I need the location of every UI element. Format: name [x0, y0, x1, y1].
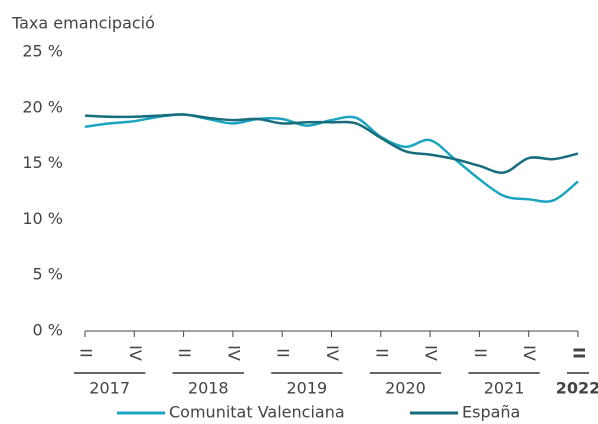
x-tick-label: II — [175, 348, 194, 357]
x-tick-label: IV — [520, 345, 539, 361]
year-label: 2020 — [385, 379, 426, 398]
x-tick-label: II — [570, 347, 589, 359]
x-tick-label: IV — [126, 345, 145, 361]
y-tick-label: 5 % — [33, 265, 63, 284]
series-line — [84, 113, 579, 174]
y-tick-label: 0 % — [33, 321, 63, 340]
year-label: 2022 — [556, 379, 598, 398]
year-label: 2018 — [188, 379, 229, 398]
year-label: 2019 — [286, 379, 327, 398]
x-tick-label: II — [372, 348, 391, 357]
x-tick-label: II — [77, 348, 96, 357]
y-axis-label: Taxa emancipació — [11, 14, 155, 33]
y-tick-label: 25 % — [22, 42, 63, 61]
series-line — [84, 113, 579, 203]
y-tick-label: 10 % — [22, 209, 63, 228]
y-tick-label: 15 % — [22, 153, 63, 172]
year-label: 2021 — [484, 379, 525, 398]
legend-label: España — [462, 403, 520, 422]
year-label: 2017 — [89, 379, 130, 398]
legend-label: Comunitat Valenciana — [169, 403, 345, 422]
x-tick-label: II — [274, 348, 293, 357]
x-tick-label: IV — [422, 345, 441, 361]
x-tick-label: IV — [323, 345, 342, 361]
x-tick-label: IV — [224, 345, 243, 361]
y-tick-label: 20 % — [22, 97, 63, 116]
x-tick-label: II — [471, 348, 490, 357]
